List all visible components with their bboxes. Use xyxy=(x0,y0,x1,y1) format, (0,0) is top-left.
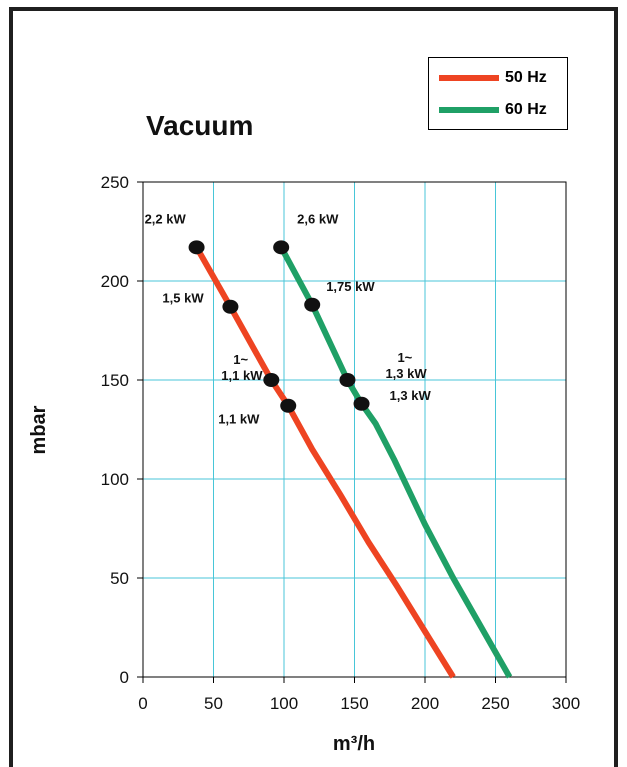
grid xyxy=(143,181,567,677)
y-tick-label: 100 xyxy=(101,470,129,489)
data-point xyxy=(273,240,290,255)
y-tick-label: 0 xyxy=(120,668,129,687)
data-point xyxy=(188,240,205,255)
legend-label-60hz: 60 Hz xyxy=(505,101,547,118)
data-label: 1,75 kW xyxy=(326,279,375,294)
data-label: 1,1 kW xyxy=(218,412,260,427)
legend-label-50hz: 50 Hz xyxy=(505,69,547,86)
y-tick-label: 150 xyxy=(101,371,129,390)
y-axis-title: mbar xyxy=(28,405,50,454)
data-point xyxy=(304,297,321,312)
series-line-60hz xyxy=(278,245,513,679)
data-point xyxy=(280,398,297,413)
legend: 50 Hz 60 Hz xyxy=(428,57,568,130)
markers xyxy=(188,240,370,413)
x-tick-label: 200 xyxy=(411,694,439,713)
series-line-50hz xyxy=(193,245,456,679)
y-tick-label: 50 xyxy=(110,569,129,588)
x-tick-label: 300 xyxy=(552,694,580,713)
x-axis-title: m³/h xyxy=(333,733,375,755)
labels: 0 50 100 150 200 250 300 0 50 100 150 200 250 2,2 kW 1… xyxy=(28,173,580,755)
legend-swatch-60hz xyxy=(439,107,499,113)
chart-frame xyxy=(9,7,618,767)
x-tick-label: 50 xyxy=(204,694,223,713)
legend-item-50hz: 50 Hz xyxy=(429,66,569,90)
legend-item-60hz: 60 Hz xyxy=(429,98,569,122)
data-label: 2,6 kW xyxy=(297,211,339,226)
y-tick-label: 250 xyxy=(101,173,129,192)
data-point xyxy=(339,373,356,387)
data-label: 1,5 kW xyxy=(162,291,204,306)
series-lines xyxy=(193,245,513,679)
x-tick-label: 0 xyxy=(138,694,147,713)
chart-title: Vacuum xyxy=(146,110,254,141)
x-tick-label: 250 xyxy=(481,694,509,713)
data-label: 1~ 1,3 kW xyxy=(385,350,427,381)
x-tick-label: 100 xyxy=(270,694,298,713)
data-label: 1,3 kW xyxy=(390,388,432,403)
plot-border xyxy=(142,181,567,678)
data-point xyxy=(263,373,280,387)
axes xyxy=(137,181,567,683)
legend-swatch-50hz xyxy=(439,75,499,81)
y-tick-label: 200 xyxy=(101,272,129,291)
data-point xyxy=(222,299,239,314)
data-label: 1~ 1,1 kW xyxy=(221,352,263,383)
data-point xyxy=(353,396,370,411)
data-label: 2,2 kW xyxy=(145,211,187,226)
x-tick-label: 150 xyxy=(340,694,368,713)
